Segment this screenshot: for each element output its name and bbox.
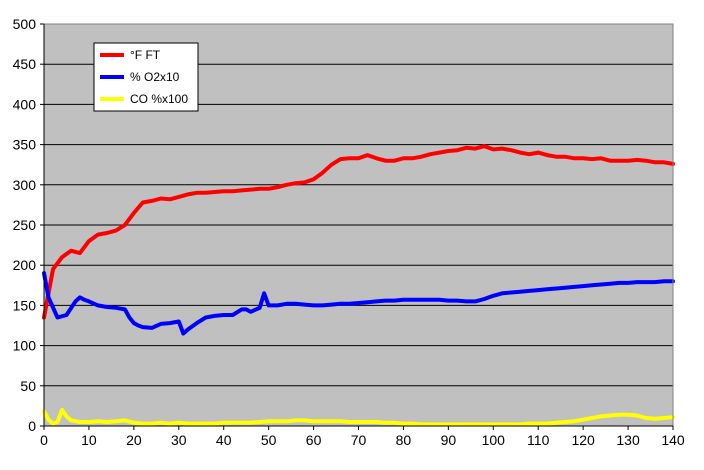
y-tick-label: 50 — [20, 378, 36, 394]
legend-label: % O2x10 — [130, 70, 180, 84]
x-tick-label: 40 — [216, 432, 232, 448]
series-lines — [42, 144, 675, 427]
x-tick-label: 30 — [171, 432, 187, 448]
x-tick-label: 80 — [396, 432, 412, 448]
y-tick-label: 300 — [13, 177, 37, 193]
x-tick-label: 100 — [482, 432, 506, 448]
x-tick-label: 130 — [616, 432, 640, 448]
x-tick-label: 10 — [81, 432, 97, 448]
x-tick-label: 50 — [261, 432, 277, 448]
x-tick-label: 20 — [126, 432, 142, 448]
x-tick-label: 90 — [441, 432, 457, 448]
x-tick-label: 140 — [661, 432, 685, 448]
y-tick-label: 250 — [13, 217, 37, 233]
x-tick-label: 60 — [306, 432, 322, 448]
y-tick-label: 100 — [13, 338, 37, 354]
legend: °F FT % O2x10 CO %x100 — [93, 42, 199, 112]
legend-label: CO %x100 — [130, 92, 188, 106]
axes: 0 50 100 150 200 250 300 350 400 450 500 0 10 20 30 40 5… — [13, 16, 685, 448]
series-line-2 — [42, 407, 675, 427]
y-tick-label: 200 — [13, 257, 37, 273]
x-tick-label: 110 — [527, 432, 550, 448]
y-tick-label: 350 — [13, 137, 37, 153]
y-tick-label: 150 — [13, 297, 37, 313]
y-tick-label: 400 — [13, 96, 37, 112]
y-tick-label: 0 — [28, 418, 36, 434]
legend-label: °F FT — [130, 48, 161, 62]
x-tick-label: 0 — [40, 432, 48, 448]
series-line-0 — [42, 144, 675, 320]
y-tick-label: 450 — [13, 56, 37, 72]
x-tick-label: 70 — [351, 432, 367, 448]
x-tick-label: 120 — [571, 432, 595, 448]
y-tick-label: 500 — [13, 16, 37, 32]
series-line-1 — [42, 271, 675, 336]
